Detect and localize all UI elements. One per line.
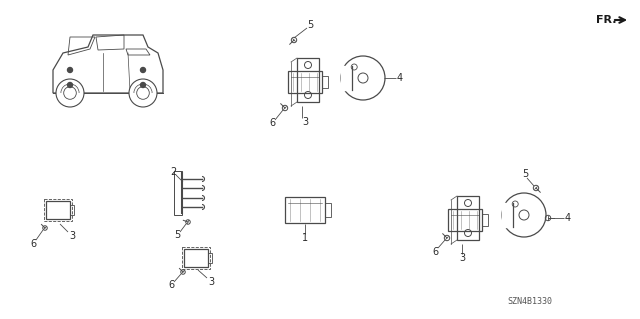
Bar: [482, 214, 488, 226]
Bar: [184, 249, 208, 267]
Text: 3: 3: [208, 277, 214, 287]
Text: 4: 4: [397, 73, 403, 83]
Bar: [297, 58, 319, 102]
Text: 5: 5: [307, 20, 313, 30]
Bar: [46, 201, 70, 219]
Text: SZN4B1330: SZN4B1330: [508, 298, 552, 307]
Text: 6: 6: [168, 280, 174, 290]
Bar: [325, 203, 331, 217]
Bar: [288, 71, 322, 93]
Bar: [322, 76, 328, 88]
Circle shape: [67, 68, 72, 72]
Text: 5: 5: [522, 169, 528, 179]
Circle shape: [56, 79, 84, 107]
Text: FR.: FR.: [596, 15, 616, 25]
Text: 2: 2: [170, 167, 176, 177]
Text: 5: 5: [174, 230, 180, 240]
Bar: [457, 196, 479, 240]
Text: 6: 6: [269, 118, 275, 128]
Text: 3: 3: [459, 253, 465, 263]
Bar: [502, 203, 513, 227]
Bar: [341, 66, 352, 90]
Bar: [174, 171, 182, 215]
Text: 4: 4: [565, 213, 571, 223]
Bar: [70, 204, 74, 215]
Text: 1: 1: [302, 233, 308, 243]
Circle shape: [67, 83, 72, 87]
Text: 3: 3: [302, 117, 308, 127]
Circle shape: [129, 79, 157, 107]
Bar: [285, 197, 325, 223]
Text: 6: 6: [432, 247, 438, 257]
Text: 3: 3: [69, 231, 75, 241]
Bar: [448, 209, 482, 231]
Bar: [208, 253, 212, 263]
Circle shape: [141, 68, 145, 72]
Text: 6: 6: [30, 239, 36, 249]
Circle shape: [141, 83, 145, 87]
